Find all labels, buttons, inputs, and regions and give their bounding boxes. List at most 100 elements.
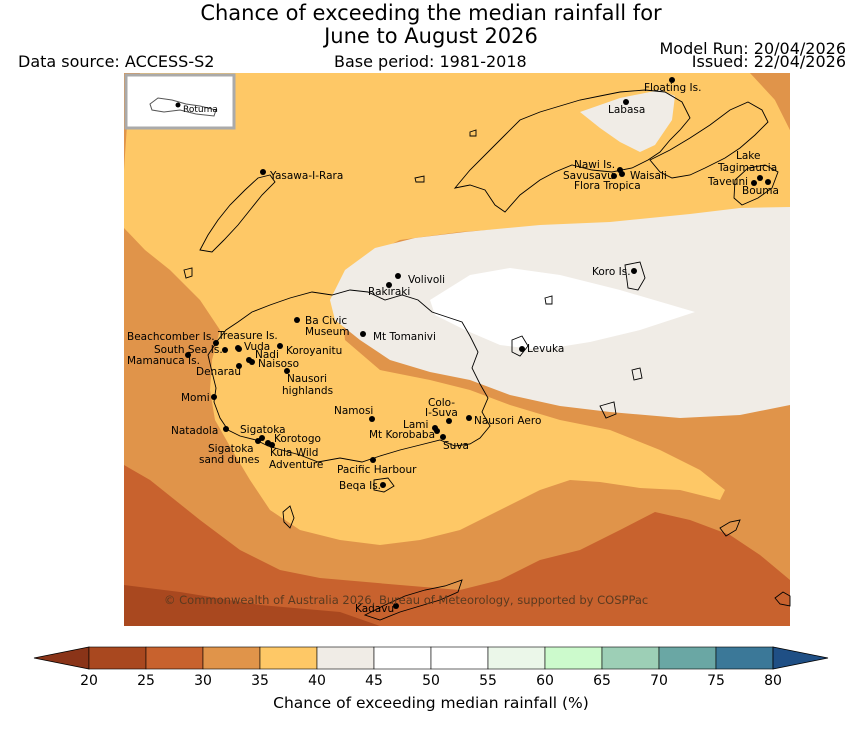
- colorbar-over-arrow: [772, 646, 829, 670]
- colorbar-bin-75-80: [715, 646, 774, 670]
- colorbar-under-arrow: [33, 646, 90, 670]
- place-marker-lake: [757, 175, 763, 181]
- place-label-sand-dunes: sand dunes: [199, 454, 259, 466]
- place-label-lami: Lami: [403, 419, 428, 431]
- zone-40-45-north: [580, 90, 675, 152]
- island-mid-2: [469, 129, 477, 137]
- place-marker-beachcomber-is: [213, 340, 219, 346]
- place-marker-koroyanitu: [277, 343, 283, 349]
- place-label-vuda: Vuda: [244, 341, 270, 353]
- colorbar-bin-35-40: [259, 646, 318, 670]
- place-marker-floating-is: [669, 77, 675, 83]
- place-marker-waisali: [619, 171, 625, 177]
- place-marker-mt-tomanivi: [360, 331, 366, 337]
- place-marker-momi: [211, 394, 217, 400]
- zone-20-25: [124, 585, 380, 626]
- place-label-natadola: Natadola: [171, 425, 218, 437]
- place-label-momi: Momi: [181, 392, 210, 404]
- island-east-1: [719, 519, 741, 537]
- colorbar-tick-35: 35: [251, 673, 269, 689]
- zone-35-40: [124, 73, 790, 545]
- place-marker-vuda: [235, 345, 241, 351]
- place-label-yasawa-i-rara: Yasawa-I-Rara: [269, 170, 343, 182]
- place-marker-mt-korobaba: [434, 428, 440, 434]
- place-marker-beqa-is: [380, 482, 386, 488]
- inset-frame: [124, 73, 236, 130]
- issued-label: Issued: 22/04/2026: [691, 52, 846, 71]
- island-east-2: [774, 591, 791, 607]
- place-label-rakiraki: Rakiraki: [368, 286, 410, 298]
- place-label-nausori: Nausori: [287, 373, 327, 385]
- kadavu-coast: [363, 579, 463, 621]
- colorbar-tick-45: 45: [365, 673, 383, 689]
- rotuma-inset: Rotuma: [124, 73, 236, 130]
- colorbar-label: Chance of exceeding median rainfall (%): [273, 694, 589, 712]
- zone-25-30: [124, 465, 790, 626]
- place-label-flora-tropica: Flora Tropica: [574, 180, 641, 192]
- place-marker-mamanuca-is: [185, 352, 191, 358]
- place-marker-savusavu: [611, 173, 617, 179]
- place-marker-i-suva: [446, 418, 452, 424]
- place-label-sigatoka: Sigatoka: [240, 424, 286, 436]
- colorbar-tick-50: 50: [422, 673, 440, 689]
- place-label-colo: Colo-: [428, 397, 455, 409]
- place-label-denarau: Denarau: [196, 366, 241, 378]
- place-label-nausori-aero: Nausori Aero: [474, 415, 541, 427]
- place-label-naisoso: Naisoso: [258, 358, 299, 370]
- place-marker-levuka: [519, 346, 525, 352]
- place-label-lake: Lake: [736, 150, 760, 162]
- place-marker-taveuni: [751, 180, 757, 186]
- beqa-coast: [373, 477, 395, 493]
- place-label-pacific-harbour: Pacific Harbour: [337, 464, 417, 476]
- place-label-kula-wild: Kula Wild: [270, 447, 318, 459]
- place-label-beachcomber-is: Beachcomber Is.: [127, 331, 215, 343]
- copyright-notice: © Commonwealth of Australia 2026, Bureau…: [164, 593, 648, 607]
- model-run-label: Model Run: 20/04/2026: [659, 39, 847, 58]
- title-line-1: Chance of exceeding the median rainfall …: [200, 1, 662, 25]
- taveuni-coast: [733, 164, 779, 206]
- place-marker-nausori: [284, 368, 290, 374]
- place-marker-koro-is: [631, 268, 637, 274]
- place-label-korotogo: Korotogo: [274, 433, 321, 445]
- zone-45-55: [430, 268, 695, 350]
- colorbar-tick-70: 70: [650, 673, 668, 689]
- place-label-sigatoka: Sigatoka: [208, 443, 254, 455]
- data-source-label: Data source: ACCESS-S2: [18, 52, 215, 71]
- place-label-volivoli: Volivoli: [408, 274, 445, 286]
- colorbar-bin-65-70: [601, 646, 660, 670]
- place-label-beqa-is: Beqa Is.: [339, 480, 381, 492]
- place-label-treasure-is: Treasure Is.: [217, 330, 278, 342]
- place-label-mt-korobaba: Mt Korobaba: [369, 429, 435, 441]
- place-marker-kadavu: [393, 603, 399, 609]
- colorbar-bin-30-35: [202, 646, 261, 670]
- place-marker-nausori-aero: [466, 415, 472, 421]
- place-label-floating-is: Floating Is.: [644, 82, 701, 94]
- colorbar-bin-45-50: [373, 646, 432, 670]
- island-mid-1: [544, 295, 553, 305]
- place-label-waisali: Waisali: [630, 170, 667, 182]
- place-label-suva: Suva: [443, 440, 469, 452]
- colorbar-bin-40-45: [316, 646, 375, 670]
- place-marker-yasawa-i-rara: [260, 169, 266, 175]
- colorbar-tick-55: 55: [479, 673, 497, 689]
- place-label-namosi: Namosi: [334, 405, 373, 417]
- place-label-mt-tomanivi: Mt Tomanivi: [373, 331, 436, 343]
- place-marker-volivoli: [395, 273, 401, 279]
- colorbar-tick-30: 30: [194, 673, 212, 689]
- probability-field: [124, 73, 790, 626]
- colorbar-bin-60-65: [544, 646, 603, 670]
- place-marker-rakiraki: [386, 282, 392, 288]
- place-marker-kula-wild: [269, 442, 275, 448]
- base-period-label: Base period: 1981-2018: [334, 52, 527, 71]
- place-label-ba-civic: Ba Civic: [305, 315, 347, 327]
- colorbar-tick-25: 25: [137, 673, 155, 689]
- place-label-koroyanitu: Koroyanitu: [286, 345, 342, 357]
- colorbar-bin-55-60: [487, 646, 546, 670]
- island-lau-2: [631, 367, 643, 381]
- island-lau-1: [599, 401, 617, 419]
- colorbar-tick-75: 75: [707, 673, 725, 689]
- rotuma-marker: [175, 102, 181, 108]
- place-marker-natadola: [223, 426, 229, 432]
- yasawa-coast: [199, 174, 276, 253]
